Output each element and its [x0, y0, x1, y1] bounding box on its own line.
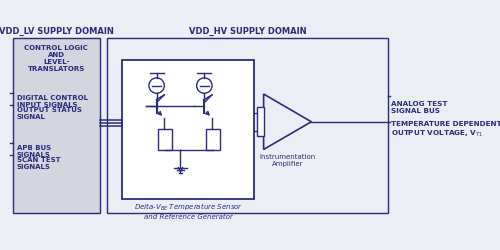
Text: VDD_LV SUPPLY DOMAIN: VDD_LV SUPPLY DOMAIN: [0, 26, 114, 36]
Text: SCAN TEST
SIGNALS: SCAN TEST SIGNALS: [16, 157, 60, 170]
Bar: [122, 61, 254, 199]
Text: DIGITAL CONTROL
INPUT SIGNALS: DIGITAL CONTROL INPUT SIGNALS: [16, 95, 88, 108]
Text: VDD_HV SUPPLY DOMAIN: VDD_HV SUPPLY DOMAIN: [188, 26, 306, 36]
Text: OUTPUT STATUS
SIGNAL: OUTPUT STATUS SIGNAL: [16, 107, 82, 120]
Text: Delta-V$_{BE}$ Temperature Sensor
and Reference Generator: Delta-V$_{BE}$ Temperature Sensor and Re…: [134, 201, 243, 219]
Text: CONTROL LOGIC
AND
LEVEL-
TRANSLATORS: CONTROL LOGIC AND LEVEL- TRANSLATORS: [24, 45, 88, 72]
Text: TEMPERATURE DEPENDENT
OUTPUT VOLTAGE, V$_{T1}$: TEMPERATURE DEPENDENT OUTPUT VOLTAGE, V$…: [390, 121, 500, 138]
Bar: [256, 108, 264, 137]
Text: APB BUS
SIGNALS: APB BUS SIGNALS: [16, 144, 50, 158]
Bar: [158, 129, 172, 151]
Bar: [108, 39, 388, 214]
Text: ANALOG TEST
SIGNAL BUS: ANALOG TEST SIGNAL BUS: [390, 101, 447, 114]
Text: Instrumentation
Amplifier: Instrumentation Amplifier: [260, 153, 316, 166]
Bar: [206, 129, 220, 151]
Bar: [12, 39, 100, 214]
